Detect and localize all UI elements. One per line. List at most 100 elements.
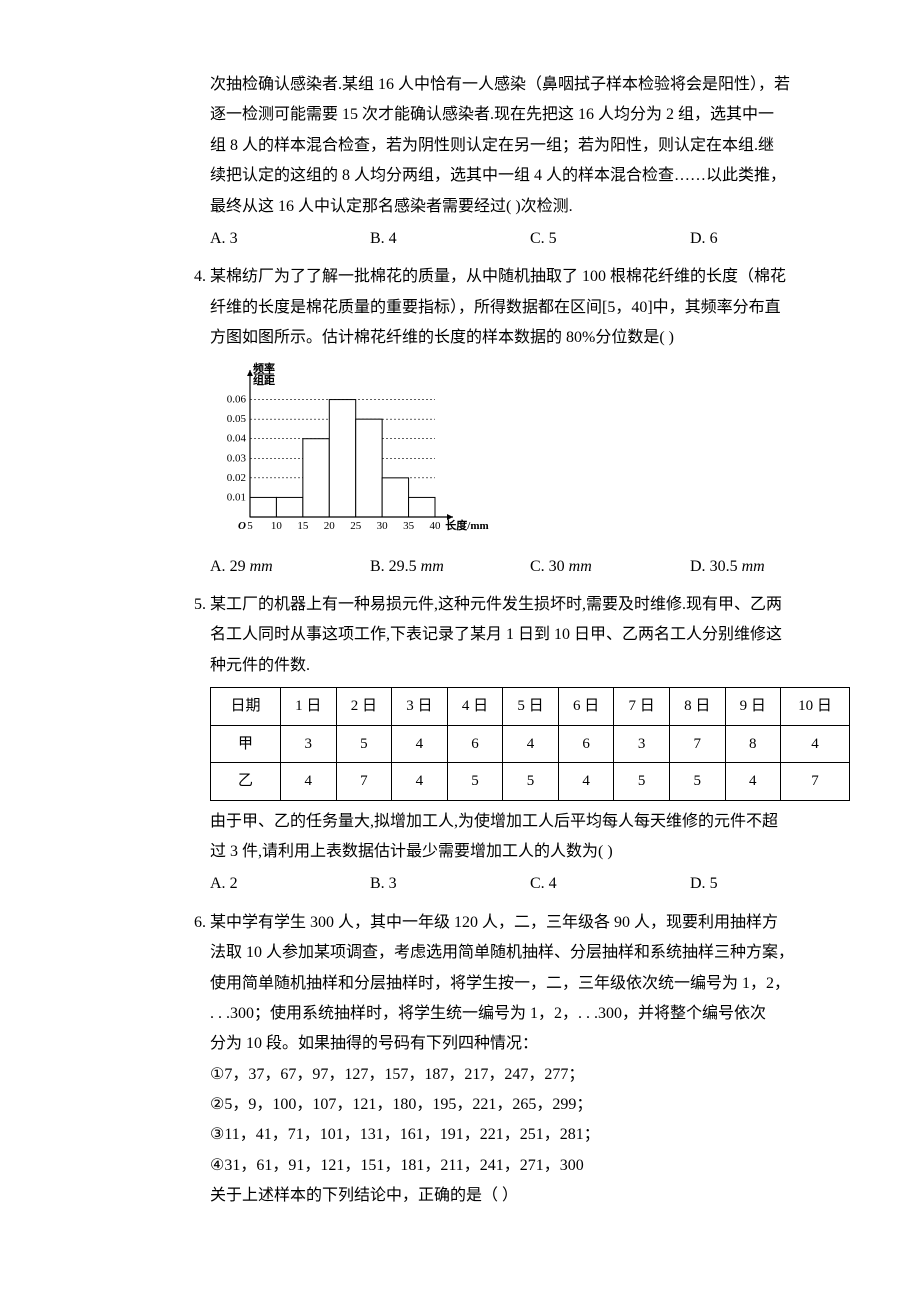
table-cell: 4 xyxy=(558,763,614,801)
q3-line-0: 次抽检确认感染者.某组 16 人中恰有一人感染（鼻咽拭子样本检验将会是阳性），若 xyxy=(170,70,850,100)
q5-number: 5. xyxy=(170,590,206,620)
table-cell: 4 xyxy=(392,725,448,763)
q4-choice-b: B. 29.5 mm xyxy=(370,552,530,582)
svg-text:0.03: 0.03 xyxy=(227,452,247,464)
table-cell: 5 xyxy=(669,763,725,801)
svg-text:5: 5 xyxy=(247,520,253,532)
q4-line-1: 纤维的长度是棉花质量的重要指标），所得数据都在区间[5，40]中，其频率分布直 xyxy=(170,293,850,323)
q5-line-2: 种元件的件数. xyxy=(170,651,850,681)
svg-text:0.01: 0.01 xyxy=(227,491,246,503)
q6-line-2: 使用简单随机抽样和分层抽样时，将学生按一，二，三年级依次统一编号为 1，2， xyxy=(170,969,850,999)
q4-choice-d: D. 30.5 mm xyxy=(690,552,850,582)
question-6: 6. 某中学有学生 300 人，其中一年级 120 人，二，三年级各 90 人，… xyxy=(170,908,850,1212)
q6-tail: 关于上述样本的下列结论中，正确的是（ ） xyxy=(170,1181,850,1211)
svg-text:O: O xyxy=(238,520,246,532)
svg-text:0.02: 0.02 xyxy=(227,471,246,483)
table-row-yi: 乙4745545547 xyxy=(211,763,850,801)
table-header-cell: 8 日 xyxy=(669,688,725,726)
q5-choice-d: D. 5 xyxy=(690,869,850,899)
question-4: 4. 某棉纺厂为了了解一批棉花的质量，从中随机抽取了 100 根棉花纤维的长度（… xyxy=(170,262,850,582)
q4-choices: A. 29 mm B. 29.5 mm C. 30 mm D. 30.5 mm xyxy=(170,552,850,582)
svg-text:15: 15 xyxy=(297,520,309,532)
svg-text:40: 40 xyxy=(430,520,442,532)
svg-text:长度/mm: 长度/mm xyxy=(445,518,488,532)
table-header-cell: 9 日 xyxy=(725,688,781,726)
svg-text:30: 30 xyxy=(377,520,389,532)
svg-text:20: 20 xyxy=(324,520,336,532)
svg-text:10: 10 xyxy=(271,520,283,532)
table-cell: 7 xyxy=(336,763,392,801)
table-row-jia: 甲3546463784 xyxy=(211,725,850,763)
svg-text:组距: 组距 xyxy=(253,373,275,387)
svg-text:0.05: 0.05 xyxy=(227,413,247,425)
q5-line-1: 名工人同时从事这项工作,下表记录了某月 1 日到 10 日甲、乙两名工人分别维修… xyxy=(170,620,850,650)
table-cell: 6 xyxy=(558,725,614,763)
svg-text:0.06: 0.06 xyxy=(227,393,247,405)
q6-case-2: ③11，41，71，101，131，161，191，221，251，281； xyxy=(170,1120,850,1150)
q4-choice-c: C. 30 mm xyxy=(530,552,690,582)
table-header-row: 日期1 日2 日3 日4 日5 日6 日7 日8 日9 日10 日 xyxy=(211,688,850,726)
q4-line-0: 某棉纺厂为了了解一批棉花的质量，从中随机抽取了 100 根棉花纤维的长度（棉花 xyxy=(210,268,786,285)
q5-table: 日期1 日2 日3 日4 日5 日6 日7 日8 日9 日10 日 甲35464… xyxy=(210,687,850,801)
q6-number: 6. xyxy=(170,908,206,938)
q3-choice-b: B. 4 xyxy=(370,224,530,254)
question-5: 5. 某工厂的机器上有一种易损元件,这种元件发生损坏时,需要及时维修.现有甲、乙… xyxy=(170,590,850,900)
table-header-cell: 3 日 xyxy=(392,688,448,726)
q5-choice-c: C. 4 xyxy=(530,869,690,899)
table-cell: 4 xyxy=(725,763,781,801)
table-cell: 4 xyxy=(781,725,850,763)
q6-line-1: 法取 10 人参加某项调查，考虑选用简单随机抽样、分层抽样和系统抽样三种方案， xyxy=(170,938,850,968)
q5-line-0: 某工厂的机器上有一种易损元件,这种元件发生损坏时,需要及时维修.现有甲、乙两 xyxy=(210,596,782,613)
histogram-wrap: 0.01 0.02 0.03 0.04 0.05 0.06 5 10 15 20 25 30 35 40 O… xyxy=(170,362,850,542)
q3-line-1: 逐一检测可能需要 15 次才能确认感染者.现在先把这 16 人均分为 2 组，选… xyxy=(170,100,850,130)
svg-text:0.04: 0.04 xyxy=(227,432,247,444)
table-cell: 5 xyxy=(614,763,670,801)
q6-case-1: ②5，9，100，107，121，180，195，221，265，299； xyxy=(170,1090,850,1120)
q4-line-2: 方图如图所示。估计棉花纤维的长度的样本数据的 80%分位数是( ) xyxy=(170,323,850,353)
table-cell: 4 xyxy=(281,763,337,801)
q5-choice-a: A. 2 xyxy=(210,869,370,899)
table-cell: 甲 xyxy=(211,725,281,763)
histogram-svg: 0.01 0.02 0.03 0.04 0.05 0.06 5 10 15 20 25 30 35 40 O… xyxy=(210,362,490,542)
svg-text:35: 35 xyxy=(403,520,415,532)
svg-text:25: 25 xyxy=(350,520,362,532)
table-cell: 8 xyxy=(725,725,781,763)
table-header-cell: 10 日 xyxy=(781,688,850,726)
q6-line-3: . . .300；使用系统抽样时，将学生统一编号为 1，2，. . .300，并… xyxy=(170,999,850,1029)
q6-line-4: 分为 10 段。如果抽得的号码有下列四种情况： xyxy=(170,1029,850,1059)
table-header-cell: 7 日 xyxy=(614,688,670,726)
table-header-cell: 日期 xyxy=(211,688,281,726)
table-cell: 5 xyxy=(447,763,503,801)
q6-case-3: ④31，61，91，121，151，181，211，241，271，300 xyxy=(170,1151,850,1181)
table-header-cell: 6 日 xyxy=(558,688,614,726)
table-cell: 7 xyxy=(781,763,850,801)
q3-choice-d: D. 6 xyxy=(690,224,850,254)
q3-line-2: 组 8 人的样本混合检查，若为阴性则认定在另一组；若为阳性，则认定在本组.继 xyxy=(170,131,850,161)
table-cell: 5 xyxy=(503,763,559,801)
q3-choice-a: A. 3 xyxy=(210,224,370,254)
table-header-cell: 4 日 xyxy=(447,688,503,726)
q5-after-0: 由于甲、乙的任务量大,拟增加工人,为使增加工人后平均每人每天维修的元件不超 xyxy=(170,807,850,837)
table-header-cell: 5 日 xyxy=(503,688,559,726)
table-cell: 3 xyxy=(614,725,670,763)
table-cell: 乙 xyxy=(211,763,281,801)
q3-line-4: 最终从这 16 人中认定那名感染者需要经过( )次检测. xyxy=(170,192,850,222)
table-cell: 3 xyxy=(281,725,337,763)
q6-case-0: ①7，37，67，97，127，157，187，217，247，277； xyxy=(170,1060,850,1090)
table-header-cell: 1 日 xyxy=(281,688,337,726)
table-cell: 4 xyxy=(392,763,448,801)
q5-choice-b: B. 3 xyxy=(370,869,530,899)
table-cell: 6 xyxy=(447,725,503,763)
svg-text:频率: 频率 xyxy=(253,362,275,375)
table-cell: 4 xyxy=(503,725,559,763)
table-cell: 5 xyxy=(336,725,392,763)
q5-choices: A. 2 B. 3 C. 4 D. 5 xyxy=(170,869,850,899)
q3-choices: A. 3 B. 4 C. 5 D. 6 xyxy=(170,224,850,254)
question-3: 次抽检确认感染者.某组 16 人中恰有一人感染（鼻咽拭子样本检验将会是阳性），若… xyxy=(170,70,850,254)
q3-line-3: 续把认定的这组的 8 人均分两组，选其中一组 4 人的样本混合检查……以此类推， xyxy=(170,161,850,191)
q4-number: 4. xyxy=(170,262,206,292)
table-header-cell: 2 日 xyxy=(336,688,392,726)
table-cell: 7 xyxy=(669,725,725,763)
q3-choice-c: C. 5 xyxy=(530,224,690,254)
q4-choice-a: A. 29 mm xyxy=(210,552,370,582)
